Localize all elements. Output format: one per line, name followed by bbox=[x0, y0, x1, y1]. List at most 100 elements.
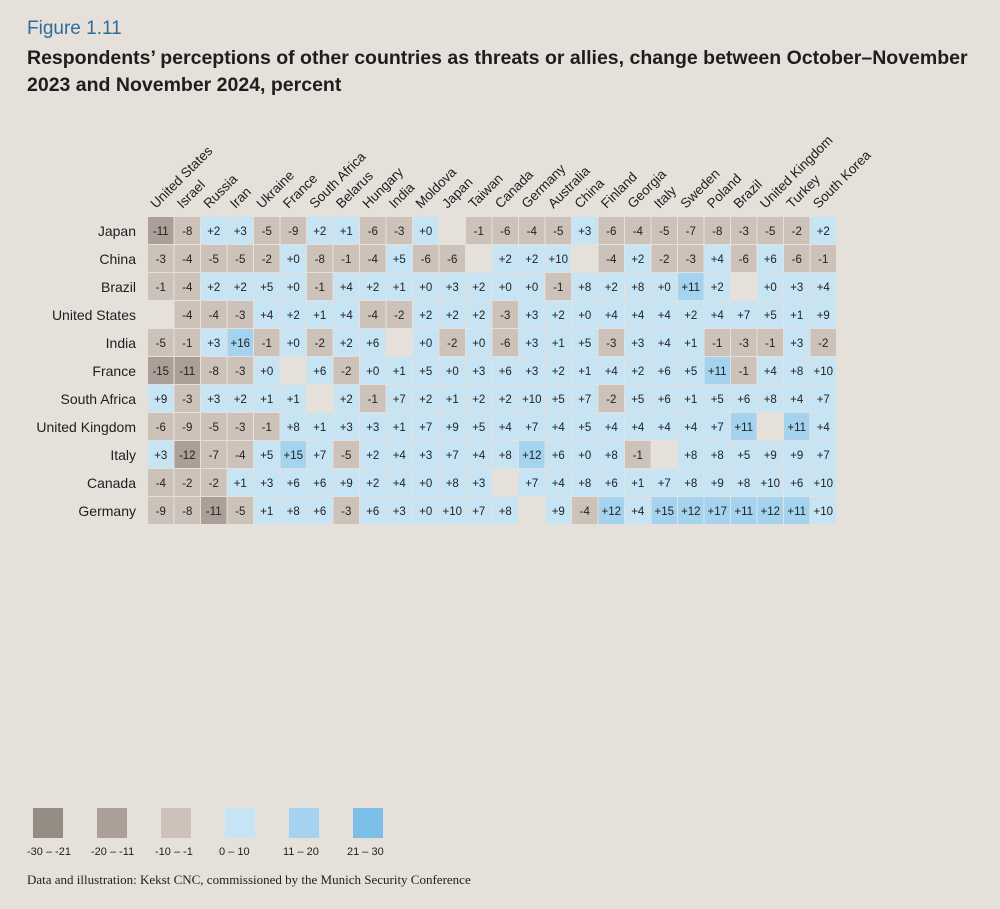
legend-swatch bbox=[353, 808, 383, 838]
cell-value-label: +2 bbox=[552, 366, 565, 378]
heatmap-cell bbox=[333, 301, 359, 328]
heatmap-cell bbox=[757, 413, 783, 440]
heatmap-cell bbox=[784, 245, 810, 272]
heatmap-cell bbox=[254, 441, 280, 468]
heatmap-cell bbox=[519, 357, 545, 384]
heatmap-cell bbox=[174, 357, 200, 384]
cell-value-label: -3 bbox=[156, 254, 166, 266]
heatmap-cell bbox=[413, 497, 439, 524]
cell-value-label: +8 bbox=[737, 478, 750, 490]
cell-value-label: -2 bbox=[209, 478, 219, 490]
heatmap-cell bbox=[227, 469, 253, 496]
cell-value-label: +0 bbox=[287, 254, 300, 266]
heatmap-cell bbox=[386, 217, 412, 244]
heatmap-cell bbox=[598, 245, 624, 272]
heatmap-cell bbox=[545, 385, 571, 412]
cell-value-label: +6 bbox=[552, 450, 565, 462]
heatmap-cell bbox=[148, 497, 174, 524]
cell-value-label: -6 bbox=[739, 254, 749, 266]
heatmap-cell bbox=[757, 329, 783, 356]
cell-value-label: +6 bbox=[313, 506, 326, 518]
heatmap-cell bbox=[360, 273, 386, 300]
heatmap-cell bbox=[307, 497, 333, 524]
heatmap-cell bbox=[492, 469, 518, 496]
cell-value-label: +0 bbox=[419, 282, 432, 294]
heatmap-cell bbox=[466, 357, 492, 384]
cell-value-label: -4 bbox=[156, 478, 167, 490]
cell-value-label: +3 bbox=[525, 366, 538, 378]
heatmap-cell bbox=[757, 245, 783, 272]
heatmap-cell bbox=[572, 245, 598, 272]
cell-value-label: -1 bbox=[262, 338, 272, 350]
cell-value-label: +8 bbox=[499, 506, 512, 518]
cell-value-label: +7 bbox=[817, 394, 830, 406]
heatmap-cell bbox=[678, 385, 704, 412]
heatmap-cell bbox=[439, 245, 465, 272]
cell-value-label: +7 bbox=[393, 394, 406, 406]
heatmap-cell bbox=[333, 385, 359, 412]
cell-value-label: +4 bbox=[472, 450, 486, 462]
cell-value-label: +1 bbox=[393, 366, 406, 378]
heatmap-cell bbox=[466, 441, 492, 468]
cell-value-label: +4 bbox=[711, 254, 725, 266]
heatmap-cell bbox=[466, 497, 492, 524]
cell-value-label: +0 bbox=[419, 226, 432, 238]
heatmap-cell bbox=[307, 273, 333, 300]
row-label-japan: Japan bbox=[98, 223, 136, 239]
heatmap-cell bbox=[148, 385, 174, 412]
heatmap-cell bbox=[519, 329, 545, 356]
heatmap-cell bbox=[201, 385, 227, 412]
cell-value-label: +5 bbox=[631, 394, 644, 406]
cell-value-label: -1 bbox=[474, 226, 484, 238]
cell-value-label: -4 bbox=[235, 450, 246, 462]
heatmap-cell bbox=[598, 441, 624, 468]
heatmap-cell bbox=[227, 273, 253, 300]
heatmap-cell bbox=[598, 273, 624, 300]
cell-value-label: +0 bbox=[764, 282, 777, 294]
cell-value-label: +0 bbox=[366, 366, 379, 378]
cell-value-label: +6 bbox=[605, 478, 618, 490]
heatmap-cell bbox=[625, 301, 651, 328]
cell-value-label: +8 bbox=[287, 506, 300, 518]
heatmap-cell bbox=[413, 245, 439, 272]
cell-value-label: -9 bbox=[156, 506, 166, 518]
heatmap-cell bbox=[492, 273, 518, 300]
cell-value-label: +9 bbox=[764, 450, 777, 462]
cell-value-label: +2 bbox=[234, 282, 247, 294]
cell-value-label: +2 bbox=[207, 282, 220, 294]
heatmap-cell bbox=[810, 329, 836, 356]
cell-value-label: -11 bbox=[179, 366, 195, 378]
cell-value-label: +4 bbox=[631, 310, 645, 322]
cell-value-label: -4 bbox=[368, 310, 379, 322]
source-note: Data and illustration: Kekst CNC, commis… bbox=[27, 872, 471, 887]
cell-value-label: +4 bbox=[340, 282, 354, 294]
heatmap-cell bbox=[148, 217, 174, 244]
heatmap-cell bbox=[651, 357, 677, 384]
heatmap-cell bbox=[201, 413, 227, 440]
cell-value-label: -8 bbox=[315, 254, 325, 266]
cell-value-label: -6 bbox=[500, 226, 510, 238]
cell-value-label: -2 bbox=[315, 338, 325, 350]
cell-value-label: +4 bbox=[260, 310, 274, 322]
heatmap-cell bbox=[810, 245, 836, 272]
cell-value-label: -4 bbox=[182, 254, 193, 266]
cell-value-label: -4 bbox=[182, 282, 193, 294]
cell-value-label: -6 bbox=[792, 254, 802, 266]
cell-value-label: +7 bbox=[525, 478, 538, 490]
heatmap-cell bbox=[254, 357, 280, 384]
heatmap-cell bbox=[625, 469, 651, 496]
cell-value-label: -7 bbox=[686, 226, 696, 238]
heatmap-cell bbox=[651, 469, 677, 496]
cell-value-label: +7 bbox=[525, 422, 538, 434]
cell-value-label: -3 bbox=[235, 422, 245, 434]
cell-value-label: +2 bbox=[499, 254, 512, 266]
cell-value-label: +3 bbox=[472, 366, 485, 378]
heatmap-cell bbox=[784, 301, 810, 328]
heatmap-cell bbox=[307, 245, 333, 272]
heatmap-cell bbox=[307, 469, 333, 496]
cell-value-label: +17 bbox=[707, 506, 727, 518]
cell-value-label: -1 bbox=[553, 282, 563, 294]
heatmap-cells: -11 -8 +2 +3 -5 -9 +2 +1 -6 -3 +0 -1 -6 -4 -5 +3 -6 -4 -5 -… bbox=[148, 217, 836, 524]
cell-value-label: +8 bbox=[631, 282, 644, 294]
heatmap-cell bbox=[810, 497, 836, 524]
